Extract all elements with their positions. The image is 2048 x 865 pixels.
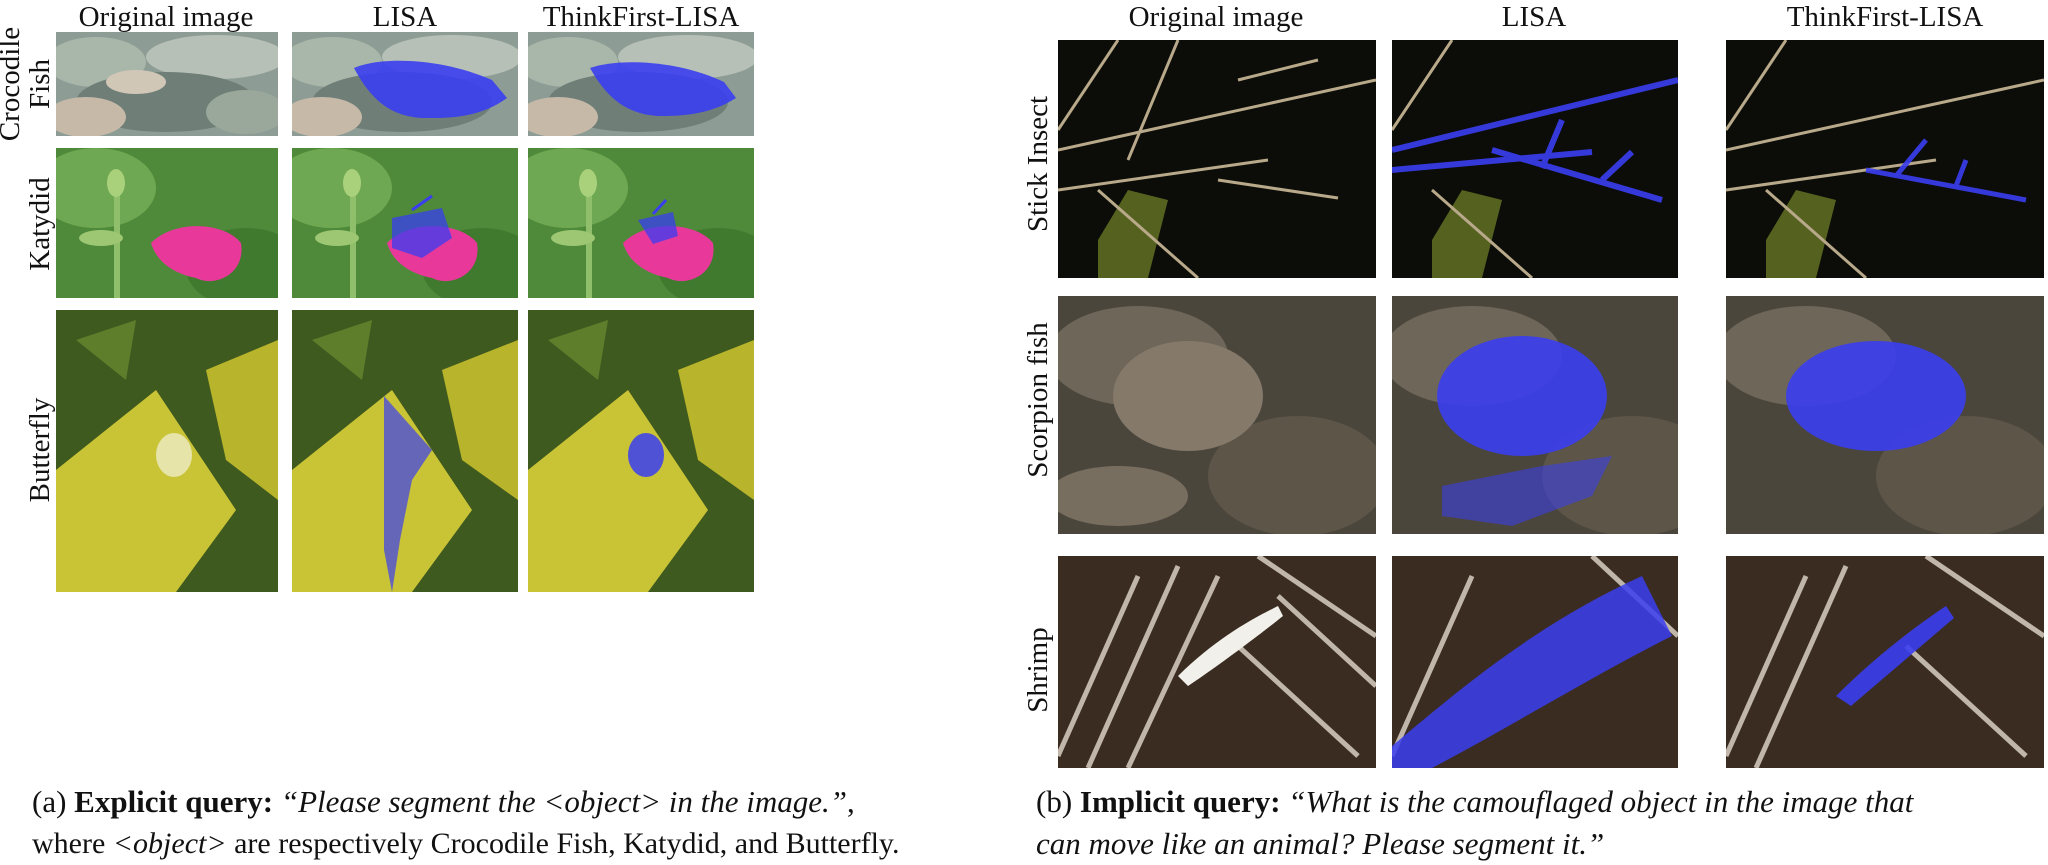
row-label-line: Fish xyxy=(24,59,56,109)
caption-quote-2: can move like an animal? Please segment … xyxy=(1036,826,1605,861)
caption-bold: Implicit query: xyxy=(1079,784,1281,819)
caption-line-2: can move like an animal? Please segment … xyxy=(1036,823,1913,865)
caption-respectively: are respectively Crocodile Fish, Katydid… xyxy=(226,827,900,860)
panel-a-col-original: Original image xyxy=(78,1,254,33)
panel-b-stick-insect-original xyxy=(1058,40,1376,278)
panel-a-caption: (a) Explicit query: “Please segment the … xyxy=(32,781,899,865)
panel-a-row-label-butterfly: Butterfly xyxy=(24,397,56,503)
caption-where: where xyxy=(32,827,113,860)
panel-a-crocodile-lisa xyxy=(292,32,518,136)
caption-line-1: (b) Implicit query: “What is the camoufl… xyxy=(1036,781,1913,823)
panel-a-katydid-lisa xyxy=(292,148,518,298)
panel-b-stick-insect-lisa xyxy=(1392,40,1678,278)
row-label-line: Crocodile xyxy=(0,26,26,142)
panel-b-row-label-scorpion-fish: Scorpion fish xyxy=(1022,322,1054,478)
panel-b-shrimp-original xyxy=(1058,556,1376,768)
panel-a-butterfly-lisa xyxy=(292,310,518,592)
panel-b-col-original: Original image xyxy=(1128,1,1304,33)
panel-b-shrimp-lisa xyxy=(1392,556,1678,768)
panel-a-row-label-crocodile: Crocodile Fish xyxy=(0,26,56,142)
panel-a-crocodile-original xyxy=(56,32,278,136)
panel-a-katydid-thinkfirst xyxy=(528,148,754,298)
panel-b-row-label-shrimp: Shrimp xyxy=(1022,627,1054,713)
panel-b-caption: (b) Implicit query: “What is the camoufl… xyxy=(1036,781,1913,865)
caption-quote-1: “What is the camouflaged object in the i… xyxy=(1288,784,1914,819)
panel-a-katydid-original xyxy=(56,148,278,298)
panel-b-stick-insect-thinkfirst xyxy=(1726,40,2044,278)
caption-prefix: (a) xyxy=(32,784,75,819)
caption-prefix: (b) xyxy=(1036,784,1080,819)
caption-quote: “Please segment the <object> in the imag… xyxy=(280,784,847,819)
panel-b-col-thinkfirst: ThinkFirst-LISA xyxy=(1786,1,1984,33)
panel-b-shrimp-thinkfirst xyxy=(1726,556,2044,768)
panel-a-col-lisa: LISA xyxy=(372,1,438,33)
panel-a-row-label-katydid: Katydid xyxy=(24,177,56,271)
caption-line-1: (a) Explicit query: “Please segment the … xyxy=(32,781,899,823)
panel-a-butterfly-thinkfirst xyxy=(528,310,754,592)
panel-b-scorpion-fish-lisa xyxy=(1392,296,1678,534)
caption-comma: , xyxy=(846,784,855,819)
panel-a-crocodile-thinkfirst xyxy=(528,32,754,136)
panel-a-col-thinkfirst: ThinkFirst-LISA xyxy=(542,1,740,33)
caption-bold: Explicit query: xyxy=(74,784,274,819)
panel-b-scorpion-fish-original xyxy=(1058,296,1376,534)
panel-a-butterfly-original xyxy=(56,310,278,592)
caption-object: <object> xyxy=(112,827,227,860)
panel-b-row-label-stick-insect: Stick Insect xyxy=(1022,95,1054,233)
caption-line-2: where <object> are respectively Crocodil… xyxy=(32,823,899,865)
panel-b-scorpion-fish-thinkfirst xyxy=(1726,296,2044,534)
panel-b-col-lisa: LISA xyxy=(1501,1,1567,33)
